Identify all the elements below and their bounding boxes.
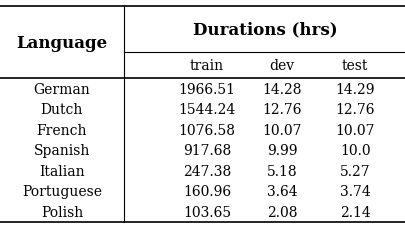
Text: French: French xyxy=(36,123,87,137)
Text: 12.76: 12.76 xyxy=(262,103,301,117)
Text: 160.96: 160.96 xyxy=(183,185,230,199)
Text: test: test xyxy=(341,59,367,73)
Text: 14.28: 14.28 xyxy=(262,82,301,96)
Text: 1966.51: 1966.51 xyxy=(178,82,235,96)
Text: 5.27: 5.27 xyxy=(339,164,370,178)
Text: 2.14: 2.14 xyxy=(339,205,370,219)
Text: 10.0: 10.0 xyxy=(339,144,370,158)
Text: Polish: Polish xyxy=(40,205,83,219)
Text: 10.07: 10.07 xyxy=(262,123,301,137)
Text: 9.99: 9.99 xyxy=(266,144,297,158)
Text: Spanish: Spanish xyxy=(34,144,90,158)
Text: 3.74: 3.74 xyxy=(339,185,370,199)
Text: Portuguese: Portuguese xyxy=(22,185,102,199)
Text: 247.38: 247.38 xyxy=(183,164,230,178)
Text: German: German xyxy=(34,82,90,96)
Text: 14.29: 14.29 xyxy=(335,82,374,96)
Text: 103.65: 103.65 xyxy=(183,205,230,219)
Text: 12.76: 12.76 xyxy=(335,103,374,117)
Text: 1544.24: 1544.24 xyxy=(178,103,235,117)
Text: 10.07: 10.07 xyxy=(335,123,374,137)
Text: 3.64: 3.64 xyxy=(266,185,297,199)
Text: 1076.58: 1076.58 xyxy=(178,123,235,137)
Text: 917.68: 917.68 xyxy=(183,144,230,158)
Text: 2.08: 2.08 xyxy=(266,205,297,219)
Text: Dutch: Dutch xyxy=(40,103,83,117)
Text: Durations (hrs): Durations (hrs) xyxy=(192,21,337,38)
Text: train: train xyxy=(190,59,224,73)
Text: dev: dev xyxy=(269,59,294,73)
Text: Italian: Italian xyxy=(39,164,85,178)
Text: 5.18: 5.18 xyxy=(266,164,297,178)
Text: Language: Language xyxy=(16,35,107,51)
